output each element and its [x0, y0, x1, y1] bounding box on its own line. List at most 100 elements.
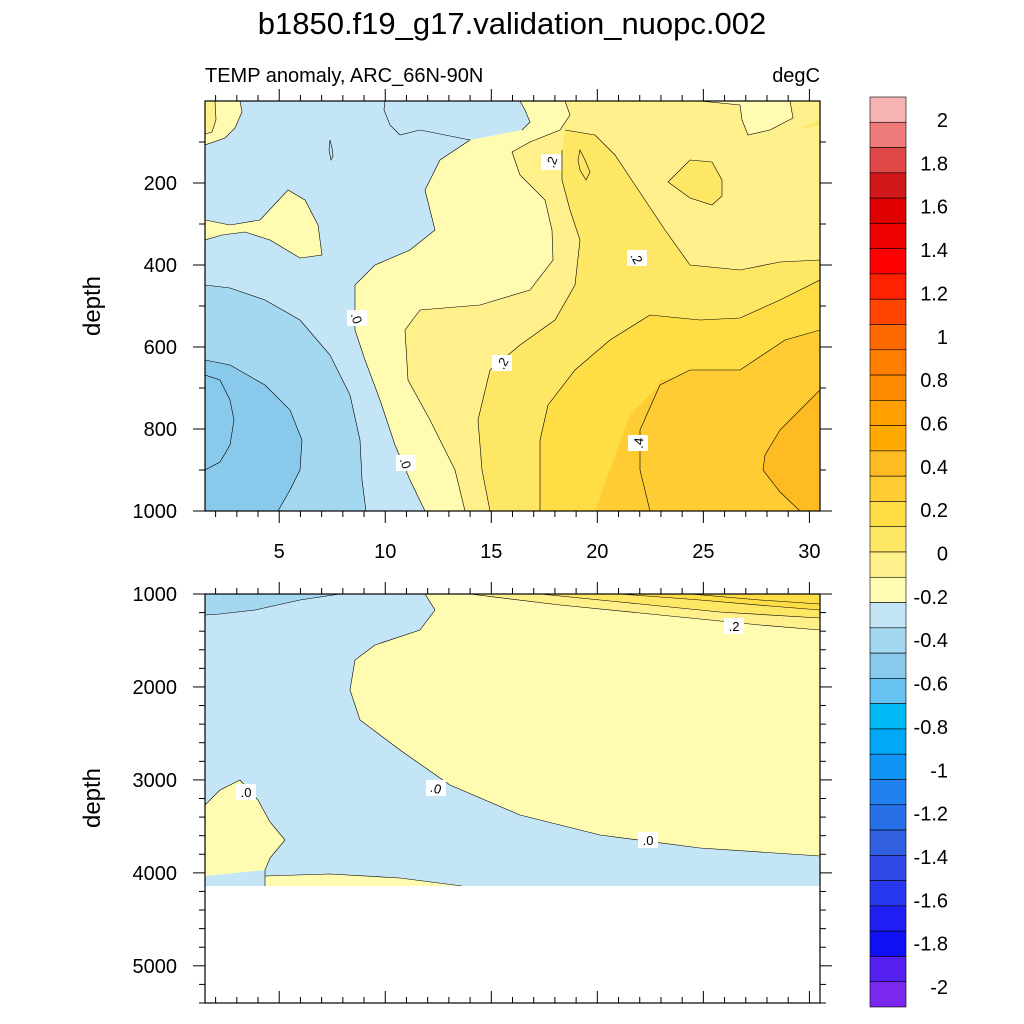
colorbar-box — [869, 678, 907, 704]
y-tick-label: 5000 — [133, 956, 178, 978]
colorbar-box — [869, 956, 907, 983]
fill-p02-blob — [205, 190, 322, 258]
contour-labels-bottom: .2 .0 .0 .0 — [236, 618, 744, 848]
clabel-bg — [236, 784, 256, 800]
fill-p06-island — [668, 160, 722, 205]
contour-line — [689, 594, 820, 605]
clabel-bg — [426, 780, 446, 796]
colorbar-box — [869, 121, 907, 148]
upper-y-axis-label: depth — [79, 276, 106, 336]
x-tick-label: 10 — [374, 541, 396, 563]
contour-line — [205, 374, 235, 471]
contour-line — [205, 359, 303, 511]
colorbar-box — [869, 703, 907, 730]
colorbar-labels: 2 1.8 1.6 1.4 1.2 1 0.8 0.6 0.4 0.2 0 -0.2 -0.4 -0.6 -… — [914, 110, 948, 999]
colorbar-label: 1 — [937, 327, 948, 349]
colorbar-label: 0.2 — [920, 500, 948, 522]
clabel-bg — [638, 832, 658, 848]
x-tick-label: 30 — [798, 541, 820, 563]
clabel-bg — [627, 250, 647, 266]
contour-line — [404, 101, 571, 511]
colorbar-box — [869, 602, 907, 629]
contour-line — [205, 284, 367, 511]
colorbar-box — [869, 728, 907, 755]
colorbar-label: 0.4 — [920, 457, 948, 479]
colorbar-label: 0.6 — [920, 413, 948, 435]
contour-line — [205, 594, 341, 616]
contour-line — [477, 150, 581, 511]
contour-line — [349, 594, 820, 857]
chart-title: b1850.f19_g17.validation_nuopc.002 — [258, 6, 767, 41]
colorbar-box — [869, 551, 907, 578]
colorbar-box — [869, 576, 907, 603]
colorbar-box — [869, 855, 907, 881]
colorbar-box — [869, 248, 907, 275]
fill-blank-lower — [205, 886, 820, 1003]
colorbar-box — [869, 374, 907, 401]
contour-labels-top: .2 .2 .0 .2 .0 .4 — [347, 154, 648, 471]
colorbar-box — [869, 273, 907, 300]
contour-line — [639, 329, 820, 511]
y-tick-label: 400 — [144, 255, 177, 277]
contour-line — [619, 594, 820, 611]
clabel-bg — [541, 154, 561, 170]
colorbar-label: 1.2 — [920, 283, 948, 305]
colorbar-label: -0.6 — [914, 674, 948, 696]
y-tick-label: 600 — [144, 337, 177, 359]
units-label: degC — [772, 65, 820, 87]
contour-line — [205, 189, 323, 259]
colorbar: 2 1.8 1.6 1.4 1.2 1 0.8 0.6 0.4 0.2 0 -0.2 -0.4 -0.6 -… — [869, 96, 948, 1008]
colorbar-box — [869, 324, 907, 351]
colorbar-label: 0.8 — [920, 370, 948, 392]
colorbar-box — [869, 475, 907, 502]
colorbar-label: 1.6 — [920, 197, 948, 219]
clabel-bg — [396, 455, 416, 471]
colorbar-box — [869, 905, 907, 932]
clabel: .2 — [729, 619, 740, 634]
y-tick-label: 3000 — [133, 770, 178, 792]
contour-line — [762, 389, 820, 511]
x-tick-label: 25 — [692, 541, 714, 563]
colorbar-label: -0.4 — [914, 630, 948, 652]
colorbar-box — [869, 450, 907, 477]
contour-line — [328, 139, 334, 161]
colorbar-label: -0.8 — [914, 717, 948, 739]
contour-line — [564, 129, 820, 271]
chart-subtitle: TEMP anomaly, ARC_66N-90N — [205, 65, 483, 87]
colorbar-label: -2 — [930, 977, 948, 999]
colorbar-box — [869, 197, 907, 224]
lower-axis-ticks: 1000 2000 3000 4000 5000 — [133, 582, 832, 1004]
clabel-bg — [347, 310, 367, 326]
contour-line — [205, 101, 243, 146]
colorbar-box — [869, 425, 907, 452]
clabel: .0 — [348, 311, 366, 326]
x-tick-label: 5 — [274, 541, 285, 563]
contour-line — [539, 594, 820, 619]
contour-line — [354, 101, 471, 511]
x-tick-label: 20 — [586, 541, 608, 563]
colorbar-label: -1.2 — [914, 804, 948, 826]
contour-line — [667, 159, 723, 206]
colorbar-box — [869, 804, 907, 831]
colorbar-label: 1.4 — [920, 240, 948, 262]
y-tick-label: 4000 — [133, 863, 178, 885]
fill-n04-strip — [205, 594, 340, 615]
colorbar-label: -0.2 — [914, 587, 948, 609]
colorbar-label: -1 — [930, 760, 948, 782]
colorbar-label: -1.6 — [914, 890, 948, 912]
y-tick-label: 1000 — [133, 501, 178, 523]
contour-line — [519, 101, 531, 131]
colorbar-box — [869, 349, 907, 376]
y-tick-label: 800 — [144, 419, 177, 441]
colorbar-label: 0 — [937, 544, 948, 566]
clabel: .2 — [543, 155, 561, 170]
contour-line — [205, 101, 217, 135]
clabel: .0 — [643, 833, 654, 848]
colorbar-box — [869, 526, 907, 553]
contour-line — [539, 279, 820, 511]
y-tick-label: 1000 — [133, 584, 178, 606]
colorbar-box — [869, 930, 907, 957]
contour-line — [264, 873, 463, 887]
